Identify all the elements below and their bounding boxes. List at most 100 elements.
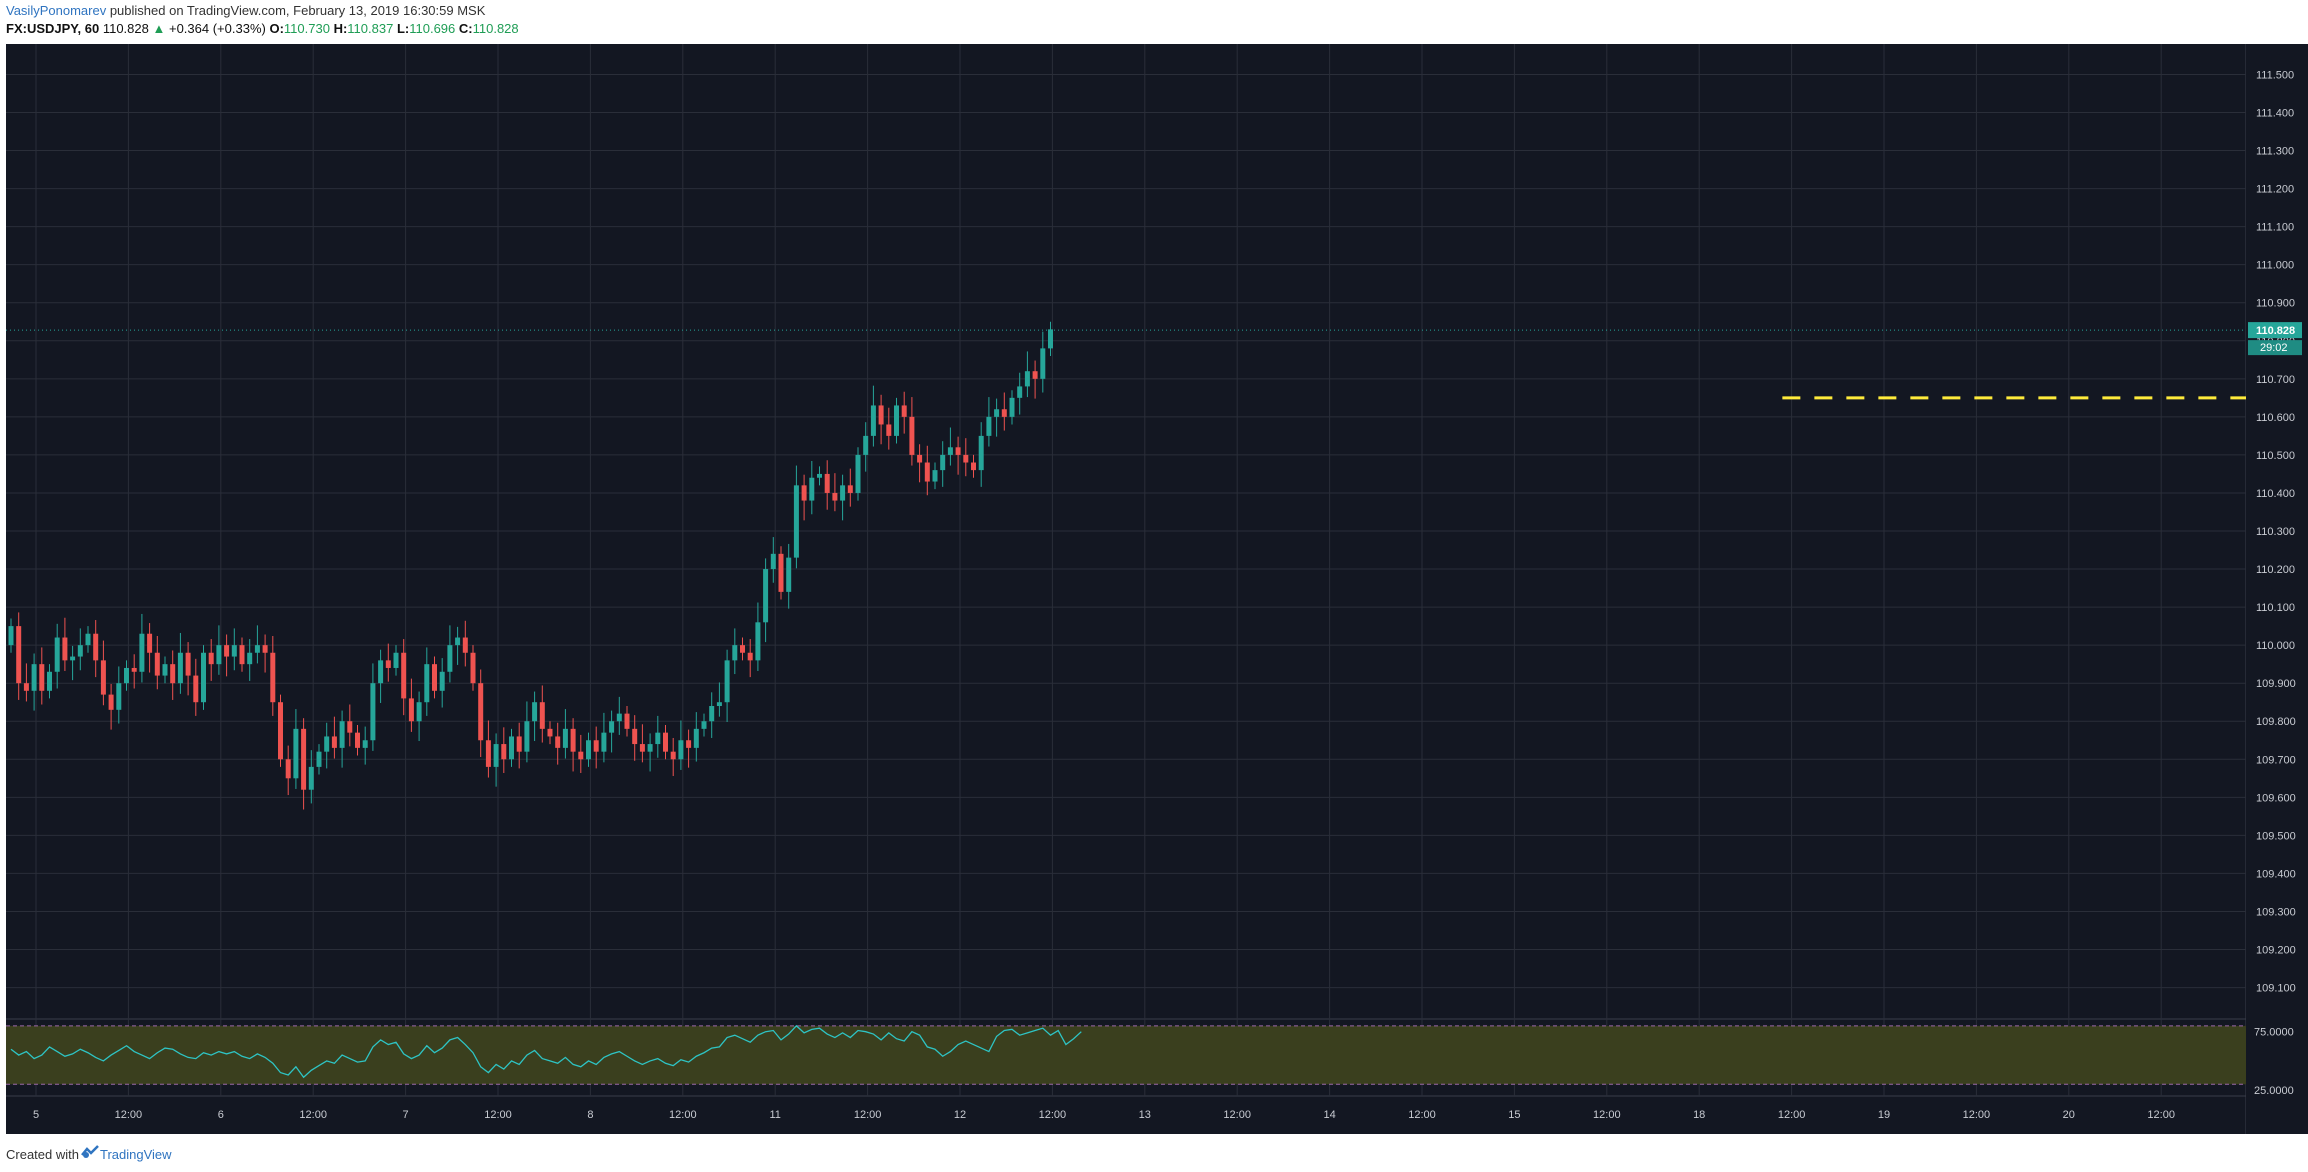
- candle-body: [370, 683, 376, 741]
- candle-body: [347, 721, 353, 733]
- candle-body: [355, 732, 360, 748]
- candle-body: [647, 744, 653, 752]
- candle-body: [801, 485, 807, 501]
- rsi-tick-label: 75.0000: [2254, 1027, 2294, 1039]
- price-tick-label: 111.500: [2256, 69, 2294, 81]
- candle-body: [1024, 371, 1030, 387]
- candle-body: [177, 652, 183, 684]
- price-tick-label: 111.100: [2256, 222, 2294, 234]
- candle-body: [193, 675, 199, 703]
- candle-body: [724, 660, 730, 703]
- price-tick-label: 110.200: [2256, 564, 2295, 576]
- candle-body: [385, 660, 391, 668]
- candle-body: [686, 740, 692, 748]
- candle-body: [301, 728, 307, 790]
- candle-body: [62, 637, 68, 661]
- last-price-label: 110.828: [2256, 325, 2295, 337]
- price-tick-label: 110.100: [2256, 602, 2295, 614]
- candle-body: [609, 721, 615, 733]
- price-tick-label: 109.100: [2256, 983, 2296, 995]
- candle-body: [570, 728, 576, 752]
- price-tick-label: 111.300: [2256, 146, 2294, 158]
- price-tick-label: 109.700: [2256, 754, 2296, 766]
- price-tick-label: 109.800: [2256, 716, 2296, 728]
- candle-body: [840, 485, 846, 501]
- price-axis[interactable]: 111.500 111.400 111.300 111.200 111.100 111.0…: [2246, 44, 2308, 1134]
- candle-body: [601, 732, 607, 752]
- price-tick-label: 109.500: [2256, 830, 2296, 842]
- candle-body: [139, 633, 145, 672]
- time-tick-label: 20: [2063, 1109, 2075, 1121]
- tradingview-link[interactable]: TradingView: [100, 1147, 172, 1162]
- candle-body: [478, 683, 484, 741]
- candle-body: [247, 652, 253, 665]
- candle-body: [616, 713, 622, 722]
- candle-body: [485, 740, 491, 767]
- candle-body: [747, 652, 753, 661]
- time-tick-label: 13: [1139, 1109, 1151, 1121]
- price-tick-label: 111.400: [2256, 107, 2294, 119]
- published-text: published on TradingView.com, February 1…: [109, 3, 486, 18]
- candle-body: [663, 732, 668, 752]
- candle-body: [986, 416, 992, 436]
- candle-body: [509, 736, 514, 760]
- candle-body: [154, 652, 160, 676]
- candle-body: [924, 462, 930, 482]
- candle-body: [208, 652, 214, 665]
- rsi-band: [6, 1025, 2246, 1085]
- candle-body: [408, 698, 414, 722]
- candle-body: [709, 706, 715, 722]
- candle-body: [870, 405, 876, 436]
- time-tick-label: 12:00: [854, 1109, 882, 1121]
- time-tick-label: 18: [1693, 1109, 1705, 1121]
- candle-body: [947, 447, 953, 455]
- candle-body: [93, 633, 99, 661]
- candle-body: [901, 405, 907, 417]
- countdown-label: 29:02: [2260, 342, 2288, 354]
- candle-body: [447, 645, 453, 672]
- time-tick-label: 19: [1878, 1109, 1890, 1121]
- candle-body: [424, 664, 430, 703]
- time-tick-label: 12:00: [1593, 1109, 1621, 1121]
- ohlc-legend: FX:USDJPY, 60 110.828 ▲ +0.364 (+0.33%) …: [6, 21, 519, 36]
- open-value: 110.730: [283, 21, 330, 36]
- candle-body: [632, 728, 638, 745]
- rsi-line: [10, 1024, 1082, 1079]
- tradingview-logo-icon: [81, 1145, 99, 1158]
- candle-body: [894, 405, 899, 436]
- time-tick-label: 12:00: [299, 1109, 327, 1121]
- candle-body: [832, 492, 838, 501]
- candle-body: [701, 721, 707, 729]
- price-tick-label: 109.200: [2256, 945, 2296, 957]
- low-label: L:: [396, 21, 410, 36]
- candle-body: [439, 671, 445, 691]
- candle-body: [786, 557, 792, 592]
- time-tick-label: 12:00: [2147, 1109, 2175, 1121]
- price-chart[interactable]: 5 12:00 6 12:00 7 12:00 8 12:00 11 12:00 12 12:00 13…: [6, 44, 2256, 1134]
- candle-body: [547, 728, 553, 737]
- candle-body: [693, 728, 699, 748]
- candle-body: [201, 652, 206, 703]
- candle-body: [116, 683, 122, 710]
- time-tick-label: 5: [33, 1109, 39, 1121]
- rsi-tick-label: 25.0000: [2254, 1085, 2294, 1097]
- candle-body: [470, 652, 476, 684]
- candle-body: [716, 702, 722, 707]
- chart-area[interactable]: 5 12:00 6 12:00 7 12:00 8 12:00 11 12:00 12 12:00 13…: [6, 44, 2256, 1134]
- candle-body: [586, 740, 591, 760]
- candle-body: [77, 645, 83, 657]
- time-tick-label: 11: [769, 1109, 780, 1121]
- candle-body: [670, 751, 676, 760]
- candle-body: [917, 454, 923, 463]
- candle-body: [770, 553, 776, 570]
- author-link[interactable]: VasilyPonomarev: [6, 3, 107, 18]
- candle-body: [909, 416, 915, 455]
- candle-body: [162, 664, 168, 676]
- candle-body: [393, 652, 399, 668]
- candle-body: [47, 671, 52, 691]
- high-value: 110.837: [347, 21, 394, 36]
- candle-body: [462, 637, 468, 653]
- candle-body: [131, 667, 137, 672]
- candle-body: [401, 652, 407, 699]
- price-axis-labels: 111.500 111.400 111.300 111.200 111.100 111.0…: [2248, 69, 2302, 1097]
